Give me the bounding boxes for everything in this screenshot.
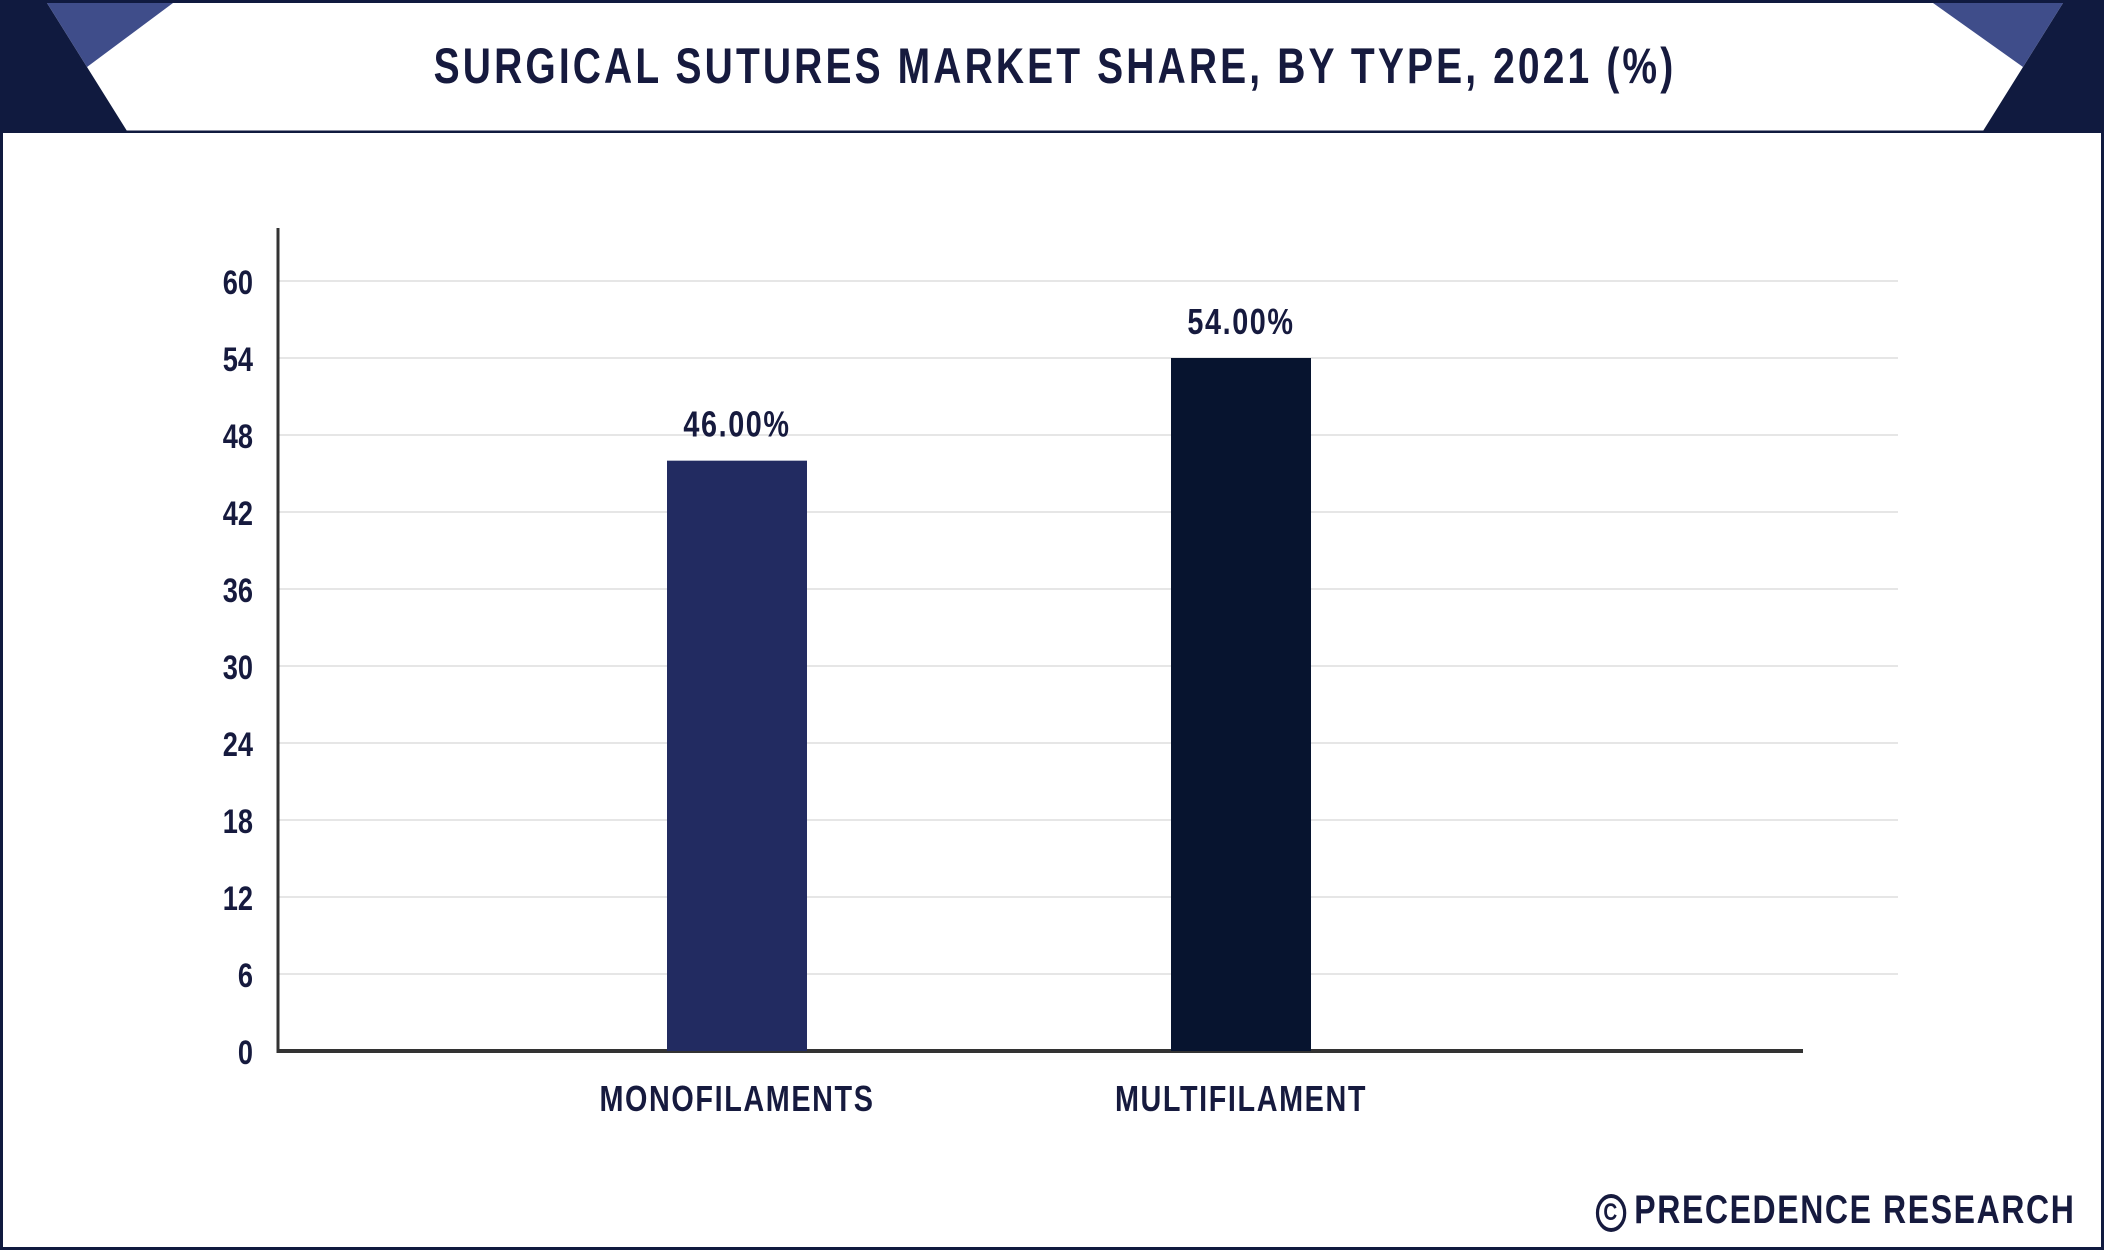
y-tick-label: 30 <box>223 648 253 687</box>
right-corner-accent <box>1933 3 2063 67</box>
y-tick-label: 12 <box>223 879 253 918</box>
bar-multifilament <box>1171 358 1311 1051</box>
y-tick-label: 48 <box>223 417 253 456</box>
y-tick-label: 42 <box>223 494 253 533</box>
bar-chart: 0 6 12 18 24 30 36 42 48 54 60 46.00% MONOFILAMENTS 5… <box>223 228 1898 1119</box>
chart-title: SURGICAL SUTURES MARKET SHARE, BY TYPE, … <box>433 38 1677 94</box>
header-decoration <box>3 3 2104 133</box>
copyright-icon: C <box>1595 1194 1626 1232</box>
y-tick-label: 54 <box>223 340 253 379</box>
y-tick-label: 6 <box>238 956 253 995</box>
y-tick-label: 0 <box>238 1033 253 1072</box>
left-corner-accent <box>47 3 173 67</box>
footer-brand: C PRECEDENCE RESEARCH <box>1595 1188 2075 1233</box>
header-banner: SURGICAL SUTURES MARKET SHARE, BY TYPE, … <box>3 3 2104 133</box>
brand-name: PRECEDENCE RESEARCH <box>1633 1188 2075 1232</box>
x-category-label: MONOFILAMENTS <box>599 1078 874 1119</box>
data-label: 46.00% <box>683 404 790 445</box>
left-corner-shape <box>3 3 127 131</box>
right-corner-shape <box>1983 3 2104 131</box>
y-tick-label: 24 <box>223 725 253 764</box>
x-category-label: MULTIFILAMENT <box>1115 1078 1367 1119</box>
y-tick-label: 60 <box>223 263 253 302</box>
y-tick-label: 36 <box>223 571 253 610</box>
bar-monofilaments <box>667 460 807 1052</box>
data-label: 54.00% <box>1187 301 1294 342</box>
y-tick-label: 18 <box>223 802 253 841</box>
